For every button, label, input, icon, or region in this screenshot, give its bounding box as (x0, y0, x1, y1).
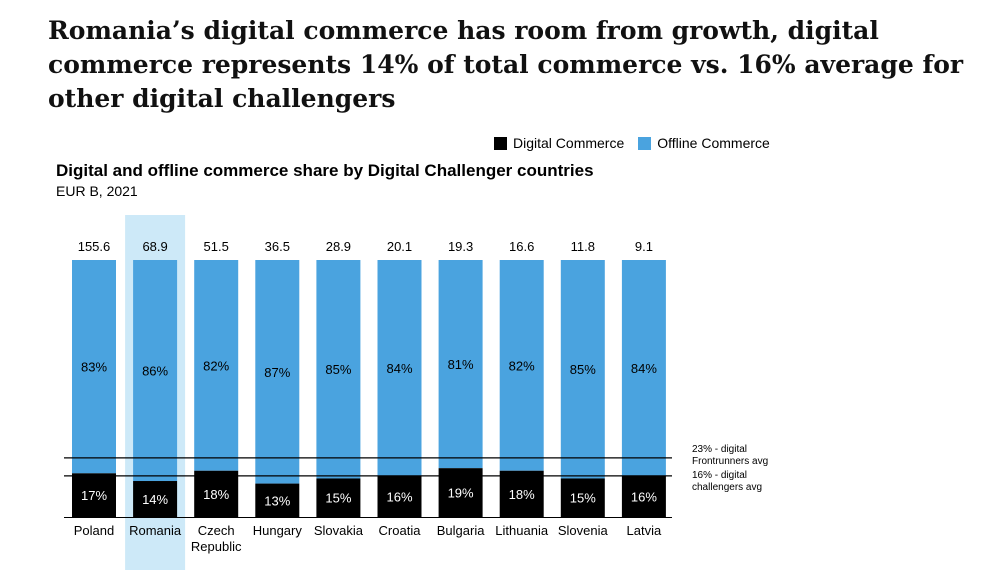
category-label: Slovakia (314, 523, 364, 538)
category-label: Republic (191, 539, 242, 554)
legend-item-digital: Digital Commerce (494, 135, 624, 151)
legend-label-digital: Digital Commerce (513, 135, 625, 151)
digital-pct-label: 18% (203, 487, 229, 502)
digital-pct-label: 16% (631, 489, 657, 504)
reference-line-label: 23% - digital (692, 444, 747, 455)
total-label: 28.9 (326, 239, 351, 254)
category-label: Slovenia (558, 523, 609, 538)
offline-pct-label: 81% (448, 357, 474, 372)
digital-pct-label: 19% (448, 486, 474, 501)
digital-pct-label: 17% (81, 488, 107, 503)
bar-digital-5 (377, 475, 422, 517)
bar-digital-7 (499, 470, 544, 517)
category-label: Bulgaria (437, 523, 485, 538)
legend-item-offline: Offline Commerce (638, 135, 770, 151)
category-label: Croatia (379, 523, 422, 538)
bar-offline-1 (133, 260, 178, 482)
bar-digital-0 (72, 473, 116, 517)
bar-offline-3 (255, 260, 300, 484)
total-label: 11.8 (571, 239, 595, 254)
reference-line-label: challengers avg (692, 482, 762, 493)
legend-label-offline: Offline Commerce (657, 135, 770, 151)
bar-digital-2 (194, 470, 239, 517)
category-label: Romania (129, 523, 182, 538)
digital-pct-label: 18% (509, 487, 535, 502)
legend-swatch-digital (494, 136, 507, 150)
bar-offline-6 (438, 260, 483, 469)
category-label: Lithuania (495, 523, 549, 538)
digital-pct-label: 15% (325, 491, 351, 506)
offline-pct-label: 85% (325, 362, 351, 377)
bar-offline-2 (194, 260, 239, 471)
offline-pct-label: 84% (631, 361, 657, 376)
offline-pct-label: 82% (203, 358, 229, 373)
offline-pct-label: 86% (142, 364, 168, 379)
bar-offline-9 (621, 260, 666, 476)
bar-digital-1 (133, 481, 178, 517)
category-label: Czech (198, 523, 235, 538)
total-label: 51.5 (204, 239, 229, 254)
total-label: 19.3 (448, 239, 473, 254)
bar-offline-7 (499, 260, 544, 471)
bar-offline-0 (72, 260, 116, 474)
digital-pct-label: 15% (570, 491, 596, 506)
category-label: Latvia (627, 523, 662, 538)
total-label: 9.1 (635, 239, 653, 254)
total-label: 68.9 (142, 239, 167, 254)
bar-digital-9 (621, 475, 666, 517)
total-label: 36.5 (265, 239, 290, 254)
category-label: Hungary (253, 523, 303, 538)
legend: Digital Commerce Offline Commerce (494, 135, 784, 151)
digital-pct-label: 16% (386, 489, 412, 504)
bar-digital-4 (316, 478, 361, 517)
total-label: 155.6 (78, 239, 111, 254)
digital-pct-label: 13% (264, 493, 290, 508)
offline-pct-label: 82% (509, 358, 535, 373)
bars-layer (72, 260, 666, 517)
total-label: 20.1 (387, 239, 412, 254)
reference-line-label: 16% - digital (692, 470, 747, 481)
digital-pct-label: 14% (142, 492, 168, 507)
chart-subtitle: EUR B, 2021 (56, 183, 138, 199)
offline-pct-label: 84% (386, 361, 412, 376)
offline-pct-label: 87% (264, 365, 290, 380)
bar-digital-3 (255, 483, 300, 517)
chart-title: Digital and offline commerce share by Di… (56, 161, 594, 180)
labels-layer: 155.6 83% 17% Poland 68.9 86% 14% Romania 51.5 82… (74, 239, 768, 554)
headline: Romania’s digital commerce has room from… (48, 16, 964, 113)
bar-offline-8 (560, 260, 605, 479)
bar-offline-5 (377, 260, 422, 476)
bar-offline-4 (316, 260, 361, 479)
legend-swatch-offline (638, 136, 652, 150)
bar-digital-8 (560, 478, 605, 517)
offline-pct-label: 85% (570, 362, 596, 377)
total-label: 16.6 (509, 239, 534, 254)
reference-line-label: Frontrunners avg (692, 456, 768, 467)
offline-pct-label: 83% (81, 360, 107, 375)
category-label: Poland (74, 523, 114, 538)
